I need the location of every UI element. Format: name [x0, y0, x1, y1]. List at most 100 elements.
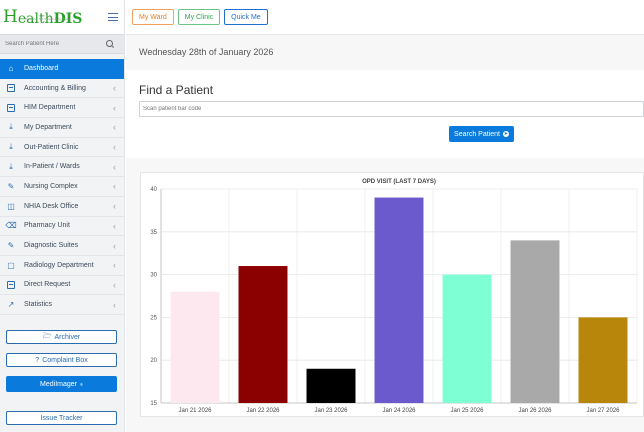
- x-tick-label: Jan 27 2026: [586, 408, 620, 414]
- bar-jan-21-2026: [170, 291, 220, 403]
- current-date: Wednesday 28th of January 2026: [139, 46, 274, 57]
- top-bar: My Ward My Clinic Quick Me: [126, 0, 644, 34]
- y-tick-label: 20: [150, 358, 157, 364]
- patient-search-box: [0, 34, 124, 54]
- sidebar-item-label: Pharmacy Unit: [24, 222, 70, 230]
- archiver-button[interactable]: 🗁 Archiver: [6, 330, 117, 344]
- sidebar-item-label: HIM Department: [24, 104, 76, 112]
- sidebar-item-label: My Department: [24, 123, 72, 131]
- home-icon: ⌂: [8, 64, 14, 74]
- barcode-input[interactable]: [139, 101, 644, 117]
- chart-line-icon: ↗: [7, 300, 15, 310]
- sidebar-item-my-department[interactable]: ⤓ My Department ‹: [0, 118, 124, 138]
- sidebar-item-nhia-desk-office[interactable]: ◫ NHIA Desk Office ‹: [0, 197, 124, 217]
- search-patient-label: Search Patient: [454, 130, 500, 138]
- sidebar-item-nursing-complex[interactable]: ✎ Nursing Complex ‹: [0, 177, 124, 197]
- bar-jan-24-2026: [374, 197, 424, 403]
- hamburger-menu-icon[interactable]: [108, 13, 118, 21]
- x-tick-label: Jan 22 2026: [246, 408, 280, 414]
- edit-icon: ✎: [7, 241, 15, 251]
- sidebar-item-direct-request[interactable]: Direct Request ‹: [0, 276, 124, 296]
- my-clinic-button[interactable]: My Clinic: [177, 9, 221, 25]
- logo-letter-h: H: [3, 6, 18, 27]
- sidebar-item-label: Nursing Complex: [24, 182, 78, 190]
- healthdis-logo[interactable]: H ealth DIS Hospital Information System: [3, 6, 82, 27]
- sidebar-item-label: Diagnostic Suites: [24, 242, 79, 250]
- bar-jan-26-2026: [510, 240, 560, 403]
- date-header: Wednesday 28th of January 2026: [126, 34, 644, 68]
- chevron-left-icon: ‹: [113, 122, 116, 133]
- sidebar-item-in-patient-wards[interactable]: ⤓ In-Patient / Wards ‹: [0, 157, 124, 178]
- x-tick-label: Jan 24 2026: [382, 408, 416, 414]
- x-tick-label: Jan 21 2026: [178, 408, 212, 414]
- search-patient-button[interactable]: Search Patient ➤: [449, 126, 514, 142]
- sidebar-item-label: In-Patient / Wards: [24, 163, 80, 171]
- sidebar-item-label: NHIA Desk Office: [24, 202, 79, 210]
- sidebar-item-label: Dashboard: [24, 65, 59, 73]
- chevron-left-icon: ‹: [113, 181, 116, 192]
- sidebar-item-label: Accounting & Billing: [24, 84, 86, 92]
- find-patient-title: Find a Patient: [139, 83, 214, 97]
- upload-icon: ⤓: [9, 122, 13, 132]
- y-tick-label: 35: [150, 230, 157, 236]
- y-tick-label: 40: [150, 187, 157, 193]
- chevron-left-icon: ‹: [113, 260, 116, 271]
- issue-tracker-button[interactable]: Issue Tracker: [6, 411, 117, 425]
- y-tick-label: 25: [150, 315, 157, 321]
- sidebar-item-label: Out-Patient Clinic: [24, 143, 79, 151]
- logo-bar: H ealth DIS Hospital Information System: [0, 0, 124, 34]
- edit-icon: ✎: [7, 181, 15, 191]
- opd-visit-chart: OPD VISIT (LAST 7 DAYS) 15 20 25 30 35 40 Jan 2…: [150, 179, 638, 414]
- chevron-left-icon: ‹: [113, 279, 116, 290]
- sidebar-item-accounting-billing[interactable]: Accounting & Billing ‹: [0, 79, 124, 99]
- columns-icon: ◫: [7, 201, 15, 211]
- find-patient-panel: Find a Patient Search Patient ➤: [126, 70, 644, 158]
- chevron-left-icon: ‹: [113, 142, 116, 153]
- x-tick-label: Jan 26 2026: [518, 408, 552, 414]
- chevron-left-icon: ‹: [113, 161, 116, 172]
- chevron-left-icon: ‹: [113, 102, 116, 113]
- chevron-left-icon: ‹: [113, 83, 116, 94]
- chevron-left-icon: ‹: [113, 201, 116, 212]
- chart-title: OPD VISIT (LAST 7 DAYS): [362, 179, 436, 185]
- sidebar-item-him-department[interactable]: HIM Department ‹: [0, 98, 124, 119]
- sidebar: H ealth DIS Hospital Information System …: [0, 0, 125, 432]
- sidebar-item-dashboard[interactable]: ⌂ Dashboard: [0, 59, 124, 79]
- sidebar-item-pharmacy-unit[interactable]: ⌫ Pharmacy Unit ‹: [0, 217, 124, 237]
- bar-jan-27-2026: [578, 317, 628, 403]
- sidebar-item-diagnostic-suites[interactable]: ✎ Diagnostic Suites ‹: [0, 236, 124, 256]
- patient-search-input[interactable]: [5, 41, 95, 47]
- sidebar-nav: ⌂ Dashboard Accounting & Billing ‹ HIM Depar…: [0, 59, 124, 315]
- arrow-circle-right-icon: ➤: [502, 131, 509, 137]
- question-icon: ?: [35, 356, 40, 364]
- sidebar-item-label: Direct Request: [24, 281, 71, 289]
- download-icon: ⤓: [9, 161, 13, 171]
- opd-visit-chart-panel: OPD VISIT (LAST 7 DAYS) 15 20 25 30 35 40 Jan 2…: [140, 172, 644, 417]
- logo-text-ealth: ealth: [17, 10, 54, 27]
- chevron-left-icon: ‹: [113, 220, 116, 231]
- x-tick-label: Jan 25 2026: [450, 408, 484, 414]
- bar-jan-22-2026: [238, 266, 288, 403]
- logo-tagline: Hospital Information System: [25, 16, 69, 21]
- my-ward-button[interactable]: My Ward: [132, 9, 174, 25]
- complaint-box-button[interactable]: ? Complaint Box: [6, 353, 117, 367]
- sidebar-item-out-patient-clinic[interactable]: ⤓ Out-Patient Clinic ‹: [0, 138, 124, 158]
- upload-icon: ⤓: [9, 142, 13, 152]
- sidebar-item-statistics[interactable]: ↗ Statistics ‹: [0, 295, 124, 315]
- mediimager-label: MediImager: [40, 380, 77, 388]
- chevron-left-icon: ‹: [113, 240, 116, 251]
- sidebar-item-radiology-department[interactable]: ▢ Radiology Department ‹: [0, 256, 124, 276]
- x-tick-label: Jan 23 2026: [314, 408, 348, 414]
- search-icon[interactable]: [106, 40, 114, 48]
- sidebar-item-label: Statistics: [24, 301, 53, 309]
- archiver-label: Archiver: [54, 333, 81, 341]
- book-icon: [6, 103, 16, 112]
- registered-mark: ®: [80, 381, 83, 387]
- mediimager-button[interactable]: MediImager ®: [6, 376, 117, 392]
- quick-me-button[interactable]: Quick Me: [224, 9, 268, 25]
- complaint-box-label: Complaint Box: [42, 356, 88, 364]
- eraser-icon: ⌫: [5, 221, 17, 231]
- book-icon: [6, 84, 16, 93]
- bar-jan-25-2026: [442, 274, 492, 403]
